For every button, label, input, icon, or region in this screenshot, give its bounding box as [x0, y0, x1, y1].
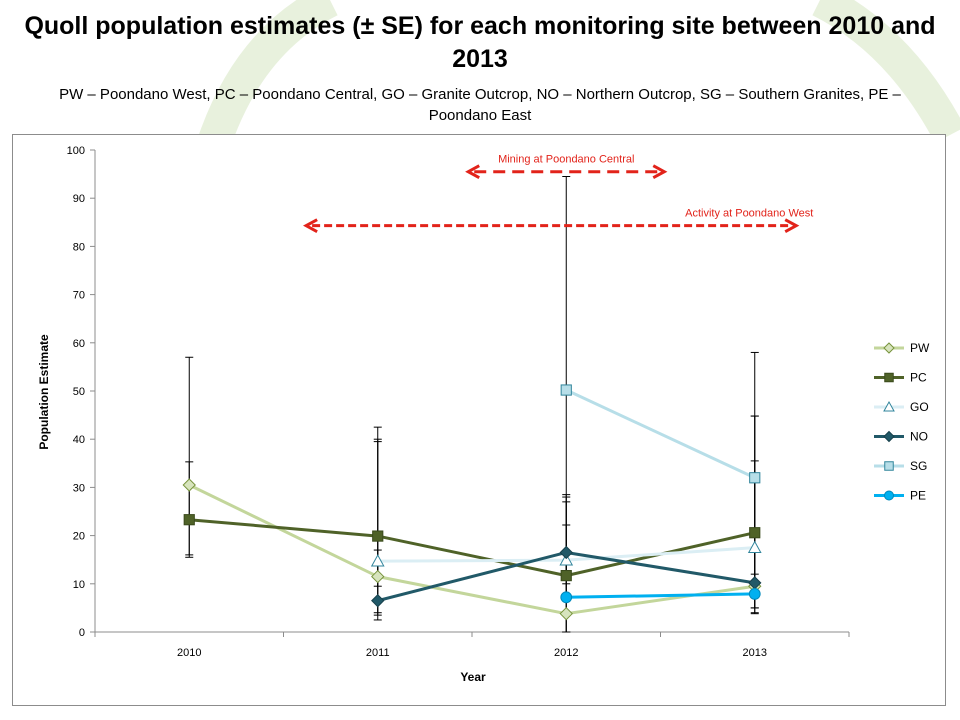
- x-axis-title: Year: [460, 670, 486, 684]
- data-point-pc: [372, 530, 384, 542]
- legend-label-sg: SG: [910, 459, 927, 473]
- chart-title: Quoll population estimates (± SE) for ea…: [24, 12, 936, 73]
- data-point-pc: [749, 527, 761, 539]
- series-line-pe: [566, 592, 755, 599]
- data-point-no: [371, 593, 385, 608]
- y-tick-label: 30: [73, 482, 85, 494]
- series-line-sg: [565, 388, 756, 480]
- legend-marker-no: [883, 430, 895, 443]
- y-tick-label: 20: [73, 531, 85, 543]
- background-arc-right: [812, 0, 960, 143]
- data-point-sg: [560, 384, 572, 396]
- legend: PW PC GO NO SG PE: [874, 341, 930, 503]
- activity-annotation-arrow-head-left: [302, 218, 318, 233]
- series-markers: [182, 384, 762, 621]
- chart-subtitle: PW – Poondano West, PC – Poondano Centra…: [59, 86, 901, 124]
- data-point-go: [559, 553, 574, 566]
- data-point-pc: [560, 570, 572, 582]
- x-tick-label: 2010: [177, 647, 201, 659]
- legend-marker-pc: [884, 372, 894, 383]
- x-tick-label: 2012: [554, 647, 578, 659]
- data-point-go: [370, 554, 385, 567]
- mining-annotation-arrow-head-left: [465, 164, 480, 180]
- background-arc-left: [198, 0, 338, 146]
- legend-marker-pw: [883, 342, 895, 354]
- legend-label-pc: PC: [910, 371, 927, 385]
- activity-annotation-arrow-head-right: [784, 218, 800, 233]
- legend-label-go: GO: [910, 400, 929, 414]
- data-point-pw: [182, 478, 196, 492]
- annotations: Mining at Poondano Central Activity at Po…: [302, 154, 813, 233]
- data-point-pw: [371, 569, 385, 584]
- data-point-no: [559, 545, 573, 560]
- axes: 0 10 20 30 40 50 60 70 80 90 100 2010 2011 2012 2013: [67, 145, 850, 659]
- mining-annotation-arrow-head-right: [652, 164, 668, 180]
- y-tick-label: 50: [73, 386, 85, 398]
- data-point-pe: [748, 588, 761, 600]
- series-lines: [188, 388, 756, 616]
- data-point-sg: [749, 472, 761, 484]
- series-line-pw: [188, 483, 755, 616]
- y-axis-title: Population Estimate: [37, 334, 51, 450]
- y-tick-label: 40: [73, 434, 85, 446]
- y-tick-label: 70: [73, 290, 85, 302]
- data-point-pw: [559, 606, 573, 621]
- legend-marker-pe: [884, 490, 894, 501]
- error-bars: [185, 176, 759, 633]
- y-tick-label: 60: [73, 338, 85, 350]
- data-point-pe: [560, 591, 573, 604]
- y-tick-label: 100: [67, 145, 85, 157]
- y-tick-label: 0: [79, 627, 85, 639]
- series-line-pc: [189, 518, 756, 578]
- y-tick-label: 10: [73, 579, 85, 591]
- legend-label-pw: PW: [910, 341, 930, 355]
- data-point-go: [747, 540, 762, 553]
- mining-annotation-label: Mining at Poondano Central: [498, 154, 634, 166]
- legend-marker-sg: [884, 461, 894, 471]
- data-point-pc: [183, 514, 195, 526]
- legend-marker-go: [883, 400, 895, 412]
- x-tick-label: 2011: [366, 647, 390, 659]
- legend-label-pe: PE: [910, 489, 926, 503]
- legend-label-no: NO: [910, 430, 928, 444]
- y-tick-label: 80: [73, 241, 85, 253]
- y-tick-label: 90: [73, 193, 85, 205]
- x-tick-label: 2013: [743, 647, 767, 659]
- activity-annotation-label: Activity at Poondano West: [685, 208, 813, 220]
